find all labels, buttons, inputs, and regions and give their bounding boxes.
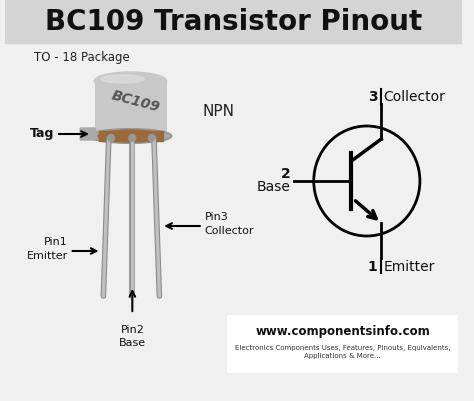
Text: Tag: Tag <box>30 127 54 140</box>
Ellipse shape <box>94 73 166 91</box>
Text: Base: Base <box>257 180 291 194</box>
Text: Pin2
Base: Pin2 Base <box>119 324 146 347</box>
Text: Pin1
Emitter: Pin1 Emitter <box>27 237 68 260</box>
Bar <box>95 82 167 137</box>
Ellipse shape <box>98 131 163 143</box>
Text: Collector: Collector <box>383 90 445 104</box>
Text: BC109: BC109 <box>109 89 161 115</box>
Text: www.componentsinfo.com: www.componentsinfo.com <box>255 325 430 338</box>
Ellipse shape <box>108 135 115 142</box>
Text: TO - 18 Package: TO - 18 Package <box>34 51 130 64</box>
Bar <box>227 315 458 373</box>
Text: Pin3
Collector: Pin3 Collector <box>205 212 254 235</box>
Ellipse shape <box>129 135 136 142</box>
Text: 3: 3 <box>368 90 377 104</box>
Text: BC109 Transistor Pinout: BC109 Transistor Pinout <box>45 8 422 36</box>
Bar <box>5 0 462 44</box>
FancyBboxPatch shape <box>80 129 96 141</box>
Bar <box>99 132 163 142</box>
Ellipse shape <box>101 76 145 84</box>
Ellipse shape <box>148 135 155 142</box>
Text: NPN: NPN <box>203 104 235 119</box>
Text: 2: 2 <box>281 166 291 180</box>
Text: 1: 1 <box>368 259 377 273</box>
Ellipse shape <box>90 130 172 144</box>
Text: Electronics Components Uses, Features, Pinouts, Equivalents,
Applications & More: Electronics Components Uses, Features, P… <box>235 344 450 358</box>
Text: Emitter: Emitter <box>383 259 435 273</box>
